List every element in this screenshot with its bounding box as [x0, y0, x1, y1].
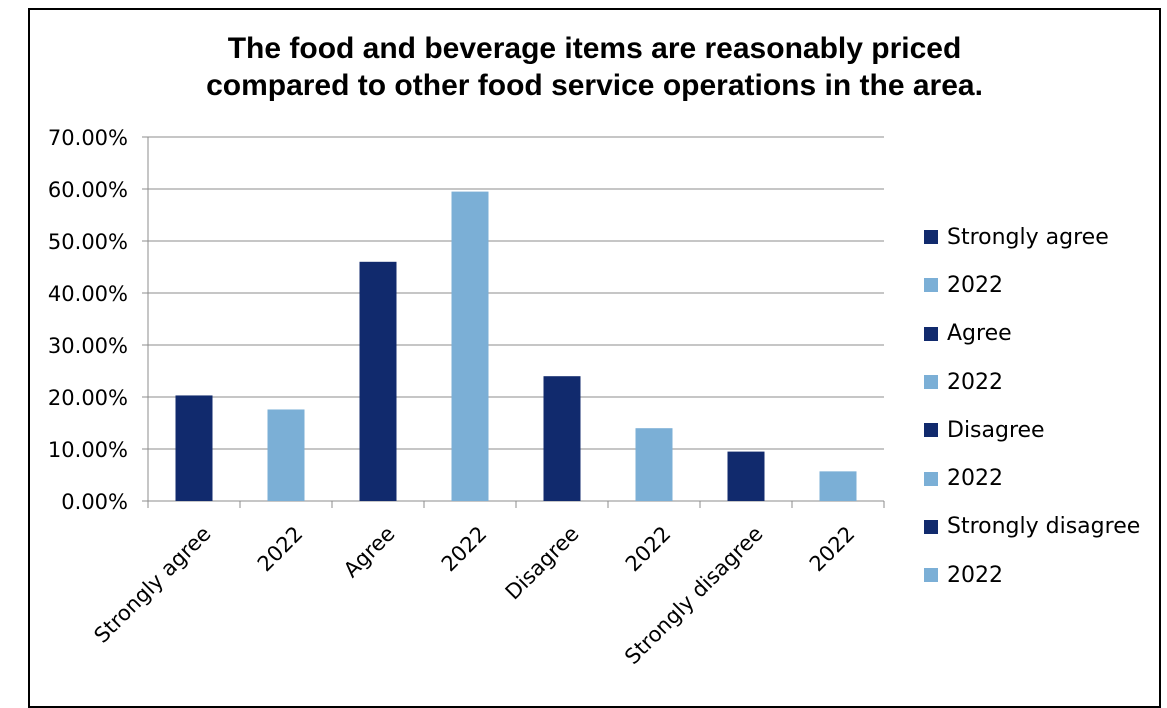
y-tick-label: 0.00%	[61, 490, 128, 514]
legend-swatch	[924, 568, 938, 583]
legend-item: 2022	[924, 454, 1140, 502]
bar	[451, 191, 489, 501]
legend-label: 2022	[947, 369, 1003, 395]
legend-label: Strongly agree	[947, 224, 1109, 250]
legend-label: Strongly disagree	[947, 514, 1141, 540]
bar	[267, 409, 305, 501]
legend-swatch	[924, 519, 938, 534]
chart-legend: Strongly agree 2022 Agree 2022 Disagree 2022 S…	[924, 213, 1140, 599]
legend-swatch	[924, 278, 938, 293]
legend-item: 2022	[924, 358, 1140, 406]
bar	[543, 376, 581, 501]
x-tick-label: 2022	[437, 522, 492, 577]
y-tick-label: 50.00%	[48, 230, 128, 254]
bar-chart: 0.00% 10.00% 20.00% 30.00% 40.00% 50.00% 60.00…	[48, 126, 885, 669]
chart-title: The food and beverage items are reasonab…	[28, 30, 1161, 104]
x-tick-label: Disagree	[501, 522, 584, 605]
x-tick-label: 2022	[253, 522, 308, 577]
legend-swatch	[924, 326, 938, 341]
bar	[727, 451, 765, 501]
legend-label: Agree	[947, 321, 1012, 347]
chart-frame	[28, 8, 1161, 708]
legend-swatch	[924, 471, 938, 486]
y-tick-label: 40.00%	[48, 282, 128, 306]
legend-swatch	[924, 375, 938, 390]
legend-item: 2022	[924, 551, 1140, 599]
x-tick-label: 2022	[805, 522, 860, 577]
legend-item: Strongly agree	[924, 213, 1140, 261]
legend-item: Agree	[924, 310, 1140, 358]
chart-title-line-1: The food and beverage items are reasonab…	[227, 32, 962, 65]
legend-label: 2022	[947, 272, 1003, 298]
y-tick-label: 30.00%	[48, 334, 128, 358]
legend-label: 2022	[947, 466, 1003, 492]
legend-item: Disagree	[924, 406, 1140, 454]
y-tick-label: 60.00%	[48, 178, 128, 202]
y-tick-label: 20.00%	[48, 386, 128, 410]
y-tick-label: 70.00%	[48, 126, 128, 150]
legend-item: 2022	[924, 261, 1140, 309]
bar	[359, 261, 397, 501]
legend-swatch	[924, 230, 938, 245]
chart-title-line-2: compared to other food service operation…	[206, 69, 983, 102]
x-tick-label: Agree	[339, 522, 400, 583]
legend-label: 2022	[947, 562, 1003, 588]
bar	[819, 471, 857, 501]
x-tick-label: 2022	[621, 522, 676, 577]
bar	[635, 428, 673, 501]
legend-label: Disagree	[947, 417, 1045, 443]
x-tick-label: Strongly agree	[89, 522, 215, 648]
y-tick-label: 10.00%	[48, 438, 128, 462]
legend-item: Strongly disagree	[924, 503, 1140, 551]
bar	[175, 395, 213, 501]
legend-swatch	[924, 423, 938, 438]
